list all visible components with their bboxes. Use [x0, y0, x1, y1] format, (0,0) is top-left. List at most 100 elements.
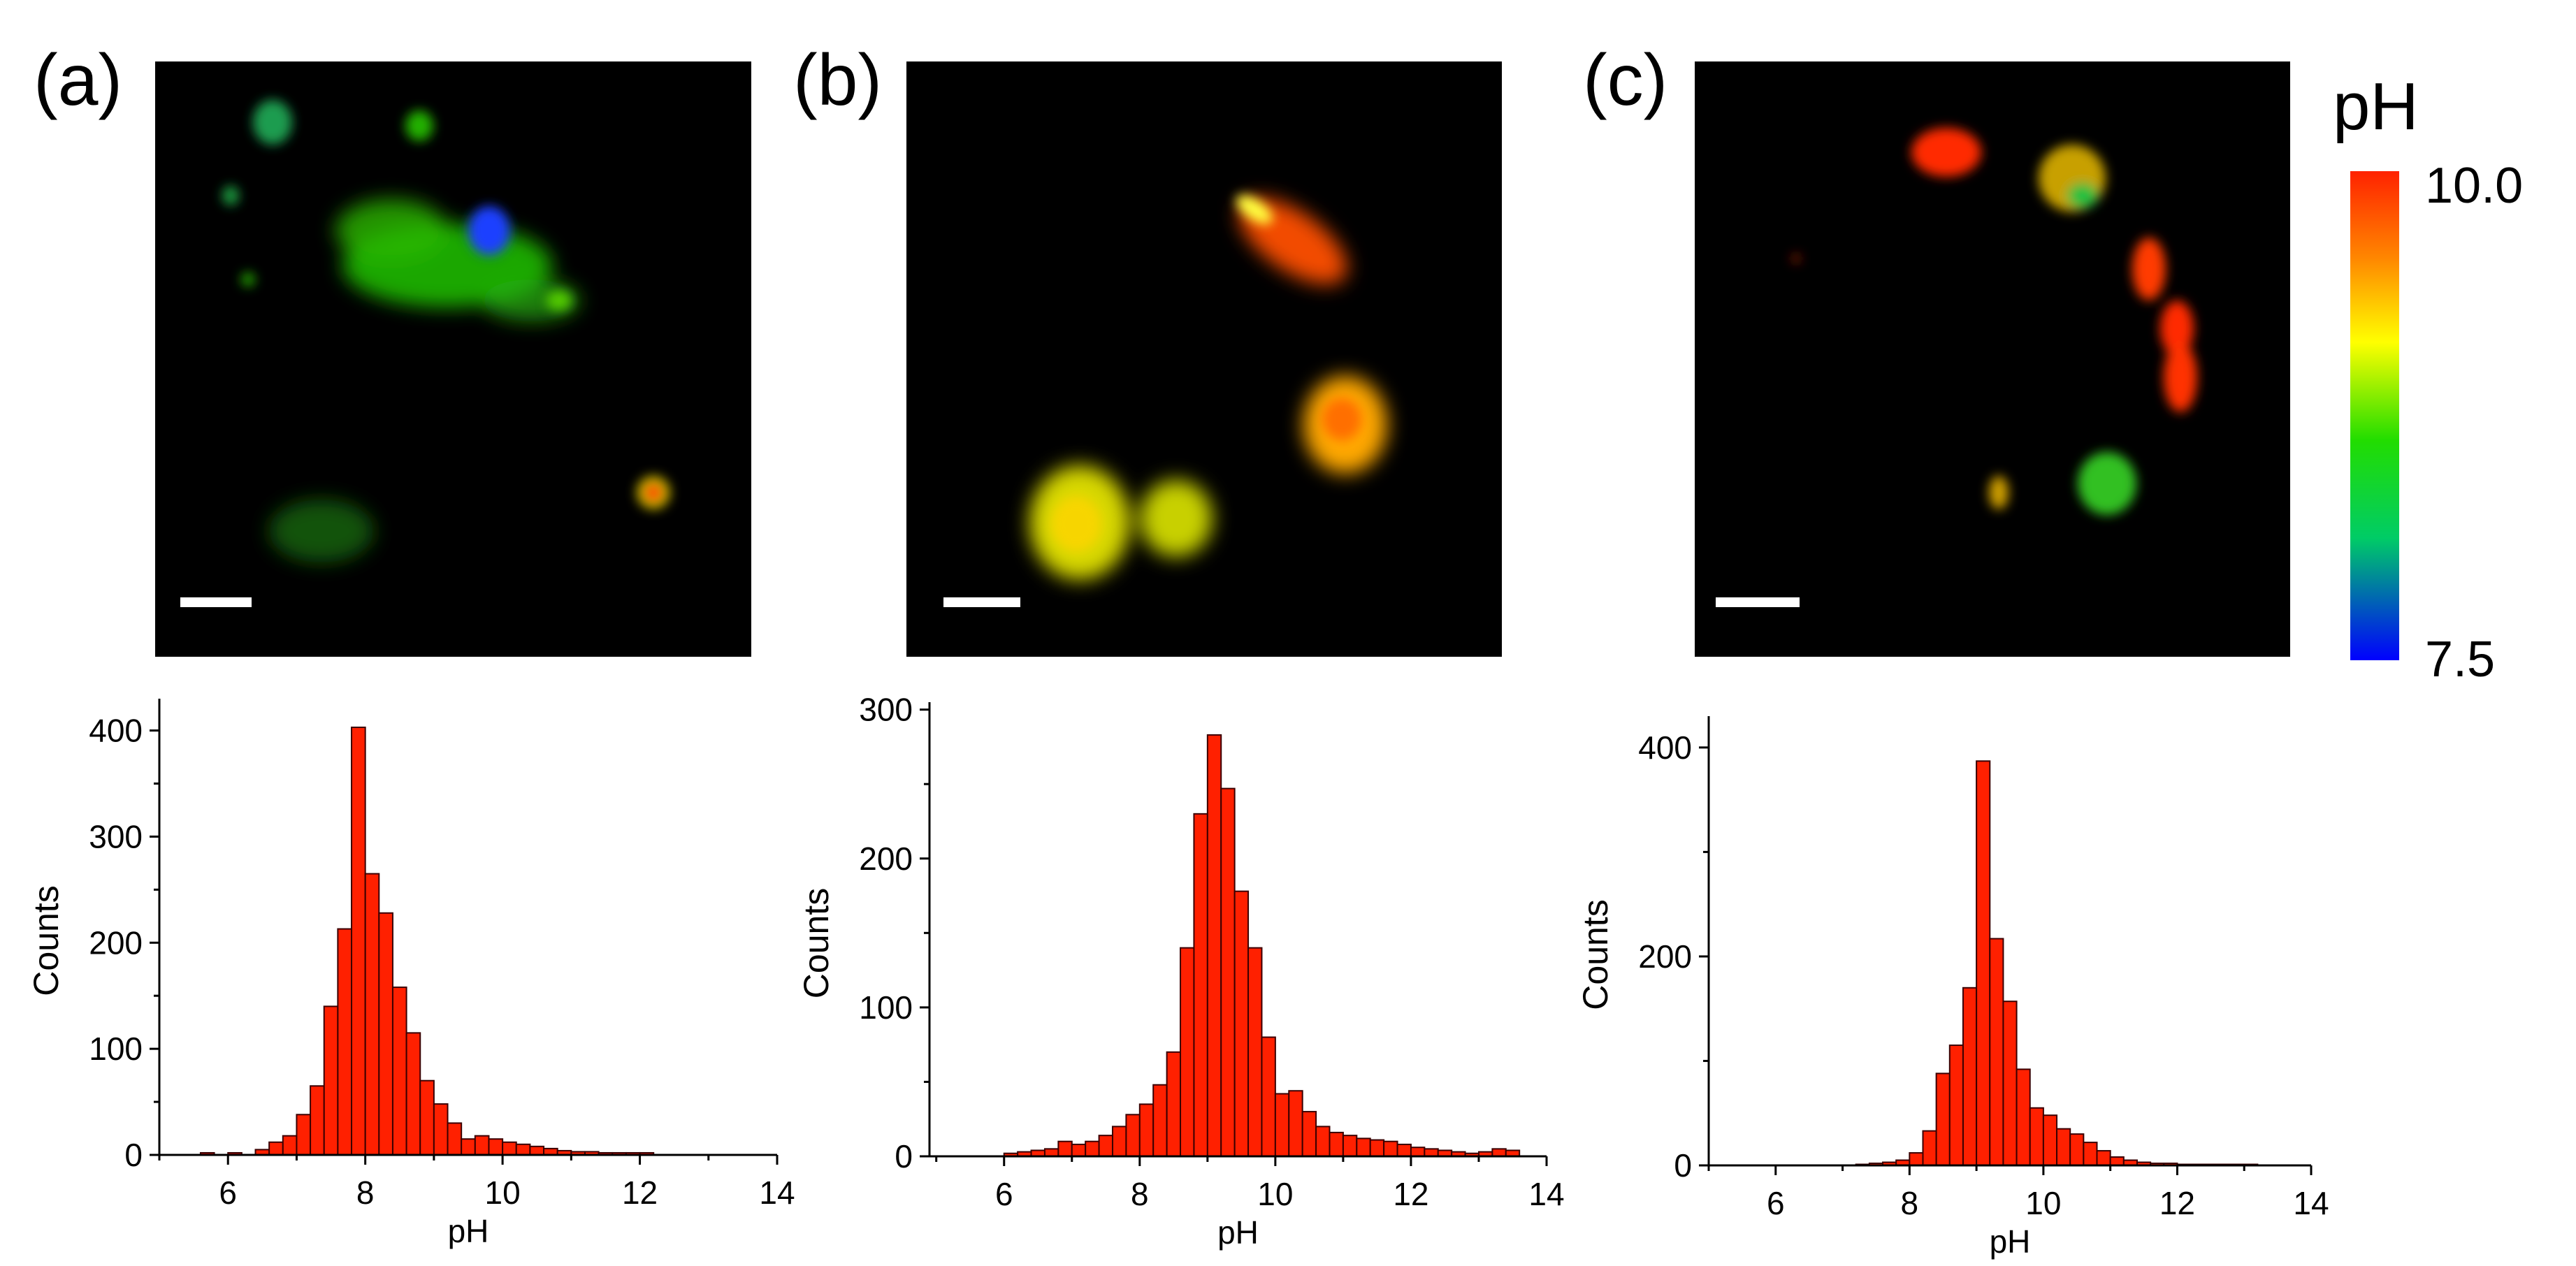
histogram-bar	[1057, 1140, 1073, 1157]
histogram-bar	[1935, 1072, 1951, 1166]
histogram-bar	[1424, 1148, 1439, 1157]
x-tick-label: 14	[759, 1174, 795, 1211]
x-tick-label: 6	[1767, 1185, 1785, 1221]
histogram-bar	[1922, 1130, 1937, 1166]
histogram-bar	[515, 1143, 531, 1156]
histogram-bar	[364, 873, 380, 1156]
histogram-bar	[2096, 1150, 2111, 1166]
histogram-bar	[433, 1103, 449, 1156]
x-tick-label: 14	[2293, 1185, 2329, 1221]
y-axis-title: Counts	[27, 885, 66, 996]
histogram-bar	[2002, 1001, 2018, 1166]
scale-bar-c	[1716, 597, 1800, 607]
histogram-bar	[1301, 1111, 1317, 1157]
panel-label-c: (c)	[1583, 40, 1667, 121]
histogram-bar	[502, 1141, 517, 1156]
histogram-bar	[1369, 1139, 1385, 1157]
histogram-bar	[1909, 1152, 1924, 1166]
histogram-bar	[2042, 1114, 2058, 1167]
x-tick-label: 8	[1131, 1176, 1149, 1212]
histogram-bar	[1989, 938, 2004, 1166]
microscopy-image-a	[155, 61, 751, 657]
histogram-a: 6 8 10 12 14 0 100 200 300 400 pH Counts	[27, 699, 795, 1249]
histogram-bar	[2069, 1133, 2085, 1166]
histogram-bar	[1356, 1137, 1371, 1158]
microscopy-image-c	[1695, 61, 2290, 657]
histogram-bar	[1288, 1090, 1303, 1157]
y-tick-label: 100	[859, 989, 913, 1026]
x-tick-label: 6	[995, 1176, 1013, 1212]
histogram-bar	[2016, 1068, 2031, 1166]
histogram-bar	[1220, 787, 1236, 1157]
y-axis-title: Counts	[797, 888, 836, 998]
scale-bar-b	[943, 597, 1020, 607]
histogram-bar	[1410, 1147, 1426, 1158]
histogram-bar	[447, 1122, 463, 1156]
histogram-bar	[1138, 1103, 1155, 1157]
x-tick-label: 8	[356, 1174, 375, 1211]
histogram-c: 6 8 10 12 14 0 200 400 pH Counts	[1576, 716, 2329, 1260]
histogram-bar	[419, 1079, 435, 1156]
scale-bar-a	[180, 597, 252, 607]
histogram-bar	[1962, 987, 1978, 1166]
histogram-bar	[461, 1138, 476, 1156]
histogram-bar	[1043, 1148, 1059, 1157]
x-tick-label: 10	[2025, 1185, 2061, 1221]
histogram-bar	[323, 1005, 339, 1156]
histogram-bar	[1383, 1140, 1398, 1157]
y-tick-label: 400	[1638, 729, 1692, 766]
x-tick-label: 6	[219, 1174, 237, 1211]
x-tick-label: 14	[1528, 1176, 1564, 1212]
y-tick-label: 100	[89, 1031, 143, 1067]
histogram-bar	[1948, 1045, 1964, 1167]
y-tick-label: 0	[895, 1138, 913, 1174]
x-tick-label: 8	[1901, 1185, 1919, 1221]
x-tick-label: 10	[485, 1174, 521, 1211]
x-axis-title: pH	[448, 1213, 489, 1249]
colorbar-gradient	[2350, 171, 2399, 660]
x-tick-label: 12	[2159, 1185, 2195, 1221]
histogram-bar	[268, 1141, 284, 1156]
histogram-bar	[1261, 1036, 1276, 1157]
microscopy-image-b	[906, 61, 1502, 657]
histogram-bar	[378, 912, 393, 1156]
histogram-bar	[1233, 890, 1250, 1158]
x-tick-label: 10	[1257, 1176, 1293, 1212]
histogram-bar	[351, 727, 366, 1156]
histogram-bar	[310, 1085, 325, 1156]
histogram-b: 6 8 10 12 14 0 100 200 300 pH Counts	[797, 692, 1565, 1251]
colorbar-min-label: 7.5	[2425, 632, 2495, 687]
histogram-bar	[1180, 947, 1195, 1158]
histogram-bar	[1342, 1135, 1358, 1158]
histogram-bar	[2083, 1142, 2098, 1166]
histogram-bar	[1085, 1140, 1100, 1157]
histogram-bar	[282, 1135, 298, 1156]
histogram-bar	[488, 1138, 504, 1156]
histogram-bar	[296, 1114, 312, 1156]
y-tick-label: 300	[859, 692, 913, 728]
histogram-bar	[474, 1135, 490, 1156]
x-tick-label: 12	[622, 1174, 658, 1211]
histogram-bar	[1166, 1051, 1182, 1158]
y-axis-title: Counts	[1576, 899, 1615, 1010]
histogram-bar	[1111, 1126, 1127, 1158]
x-axis-title: pH	[1990, 1223, 2031, 1260]
colorbar-max-label: 10.0	[2425, 158, 2523, 214]
colorbar-title: pH	[2333, 69, 2419, 144]
histogram-bar	[1206, 734, 1222, 1157]
y-tick-label: 200	[1638, 938, 1692, 975]
histogram-bar	[1071, 1143, 1087, 1157]
histogram-bar	[1329, 1131, 1344, 1157]
y-tick-label: 400	[89, 713, 143, 749]
x-axis-title: pH	[1217, 1214, 1259, 1251]
histogram-bar	[337, 928, 353, 1156]
histogram-bar	[1274, 1093, 1290, 1158]
histogram-bar	[1396, 1143, 1412, 1157]
histogram-bar	[391, 987, 407, 1156]
histogram-bar	[1152, 1084, 1168, 1158]
y-tick-label: 200	[859, 841, 913, 877]
y-tick-label: 300	[89, 818, 143, 854]
y-tick-label: 0	[1674, 1147, 1692, 1184]
histogram-bar	[2029, 1107, 2044, 1167]
